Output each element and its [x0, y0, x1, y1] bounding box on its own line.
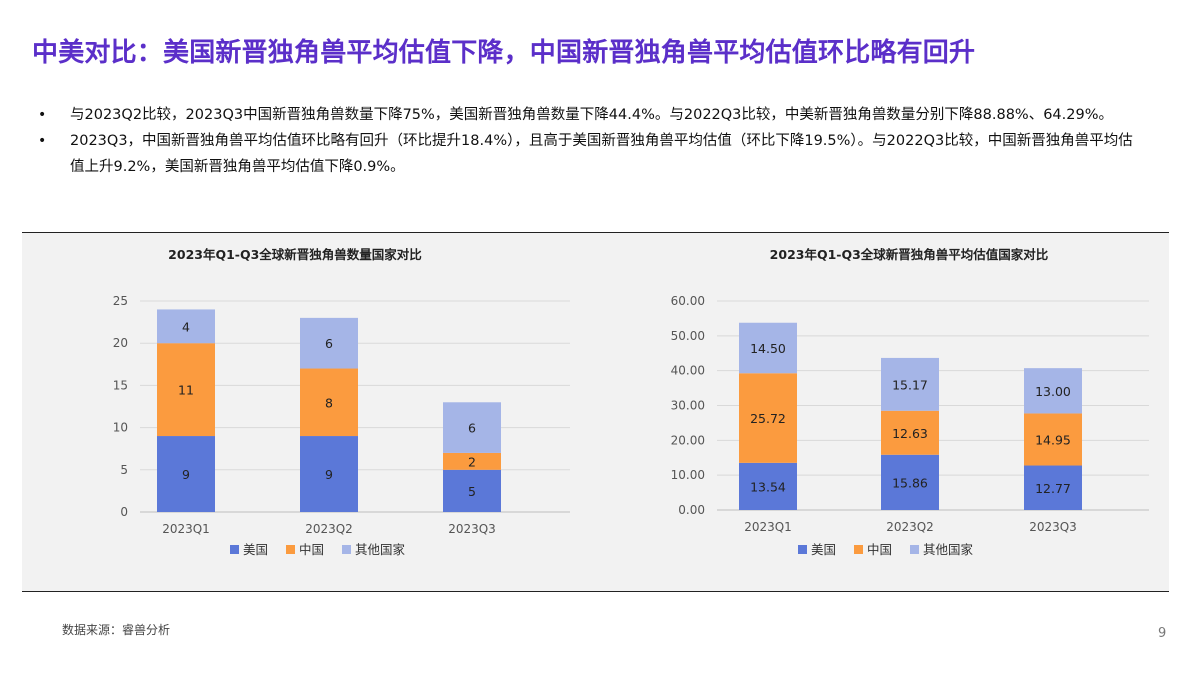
valuation-bar-2023Q1-中国 — [739, 373, 797, 463]
valuation-bar-2023Q1-其他国家 — [739, 322, 797, 374]
valuation-legend-swatch-中国 — [854, 545, 863, 554]
valuation-data-label: 12.63 — [892, 426, 928, 441]
count-bar-2023Q2-中国 — [300, 368, 358, 437]
data-source-note: 数据来源：睿兽分析 — [62, 623, 171, 637]
count-data-label: 5 — [468, 484, 476, 499]
count-y-tick-label: 15 — [113, 378, 128, 392]
valuation-legend-label: 中国 — [867, 542, 892, 557]
valuation-data-label: 15.17 — [892, 377, 928, 392]
page-title: 中美对比：美国新晋独角兽平均估值下降，中国新晋独角兽平均估值环比略有回升 — [32, 38, 976, 68]
count-bar-2023Q1-其他国家 — [157, 309, 215, 344]
valuation-y-tick-label: 10.00 — [671, 468, 705, 482]
valuation-bar-2023Q2-美国 — [881, 454, 939, 510]
valuation-data-label: 13.54 — [750, 479, 786, 494]
valuation-x-tick-label: 2023Q2 — [886, 520, 934, 534]
valuation-y-tick-label: 60.00 — [671, 294, 705, 308]
bullet-item: 2023Q3，中国新晋独角兽平均估值环比略有回升（环比提升18.4%），且高于美… — [32, 128, 1142, 180]
count-legend-label: 美国 — [243, 542, 268, 557]
count-data-label: 11 — [178, 383, 194, 398]
valuation-bar-2023Q2-中国 — [881, 410, 939, 455]
valuation-data-label: 25.72 — [750, 411, 786, 426]
count-data-label: 9 — [325, 467, 333, 482]
count-chart-title: 2023年Q1-Q3全球新晋独角兽数量国家对比 — [168, 247, 422, 262]
valuation-chart-title: 2023年Q1-Q3全球新晋独角兽平均估值国家对比 — [770, 247, 1049, 262]
valuation-x-tick-label: 2023Q1 — [744, 520, 792, 534]
valuation-data-label: 14.50 — [750, 341, 786, 356]
count-x-tick-label: 2023Q2 — [305, 522, 353, 536]
valuation-data-label: 13.00 — [1035, 384, 1071, 399]
count-legend-swatch-中国 — [286, 545, 295, 554]
count-y-tick-label: 5 — [120, 463, 128, 477]
count-bar-2023Q1-美国 — [157, 436, 215, 512]
count-legend-swatch-其他国家 — [342, 545, 351, 554]
count-data-label: 6 — [468, 421, 476, 436]
valuation-bar-2023Q3-美国 — [1024, 465, 1082, 510]
valuation-y-tick-label: 30.00 — [671, 399, 705, 413]
count-data-label: 9 — [182, 467, 190, 482]
count-chart: 2023年Q1-Q3全球新晋独角兽数量国家对比05101520259114202… — [113, 247, 1149, 557]
page-number: 9 — [1158, 626, 1167, 641]
valuation-y-tick-label: 0.00 — [678, 503, 705, 517]
count-bar-2023Q1-中国 — [157, 343, 215, 437]
valuation-bar-2023Q3-其他国家 — [1024, 368, 1082, 414]
valuation-bar-2023Q3-中国 — [1024, 413, 1082, 466]
summary-bullets: 与2023Q2比较，2023Q3中国新晋独角兽数量下降75%，美国新晋独角兽数量… — [32, 102, 1142, 180]
count-data-label: 4 — [182, 319, 190, 334]
valuation-data-label: 14.95 — [1035, 432, 1071, 447]
valuation-x-tick-label: 2023Q3 — [1029, 520, 1077, 534]
count-bar-2023Q3-其他国家 — [443, 402, 501, 453]
valuation-y-tick-label: 40.00 — [671, 364, 705, 378]
valuation-legend-swatch-美国 — [798, 545, 807, 554]
valuation-bar-2023Q2-其他国家 — [881, 357, 939, 411]
count-x-tick-label: 2023Q3 — [448, 522, 496, 536]
valuation-data-label: 15.86 — [892, 475, 928, 490]
valuation-y-tick-label: 20.00 — [671, 433, 705, 447]
count-y-tick-label: 25 — [113, 294, 128, 308]
charts-panel: 2023年Q1-Q3全球新晋独角兽数量国家对比 0 5 10 15 20 25 9 11 4 202… — [22, 232, 1169, 592]
valuation-legend-swatch-其他国家 — [910, 545, 919, 554]
count-y-tick-label: 10 — [113, 421, 128, 435]
count-data-label: 2 — [468, 454, 476, 469]
count-legend-label: 其他国家 — [355, 542, 406, 557]
count-legend-label: 中国 — [299, 542, 324, 557]
valuation-bar-2023Q1-美国 — [739, 462, 797, 510]
bullet-item: 与2023Q2比较，2023Q3中国新晋独角兽数量下降75%，美国新晋独角兽数量… — [32, 102, 1142, 128]
valuation-legend-label: 其他国家 — [923, 542, 974, 557]
count-bar-2023Q3-美国 — [443, 469, 501, 512]
count-data-label: 6 — [325, 336, 333, 351]
count-bar-2023Q2-美国 — [300, 436, 358, 512]
count-data-label: 8 — [325, 395, 333, 410]
valuation-data-label: 12.77 — [1035, 481, 1071, 496]
count-bar-2023Q3-中国 — [443, 452, 501, 470]
count-bar-2023Q2-其他国家 — [300, 317, 358, 369]
count-y-tick-label: 0 — [120, 505, 128, 519]
count-y-tick-label: 20 — [113, 336, 128, 350]
valuation-legend-label: 美国 — [811, 542, 836, 557]
count-x-tick-label: 2023Q1 — [162, 522, 210, 536]
valuation-y-tick-label: 50.00 — [671, 329, 705, 343]
count-legend-swatch-美国 — [230, 545, 239, 554]
